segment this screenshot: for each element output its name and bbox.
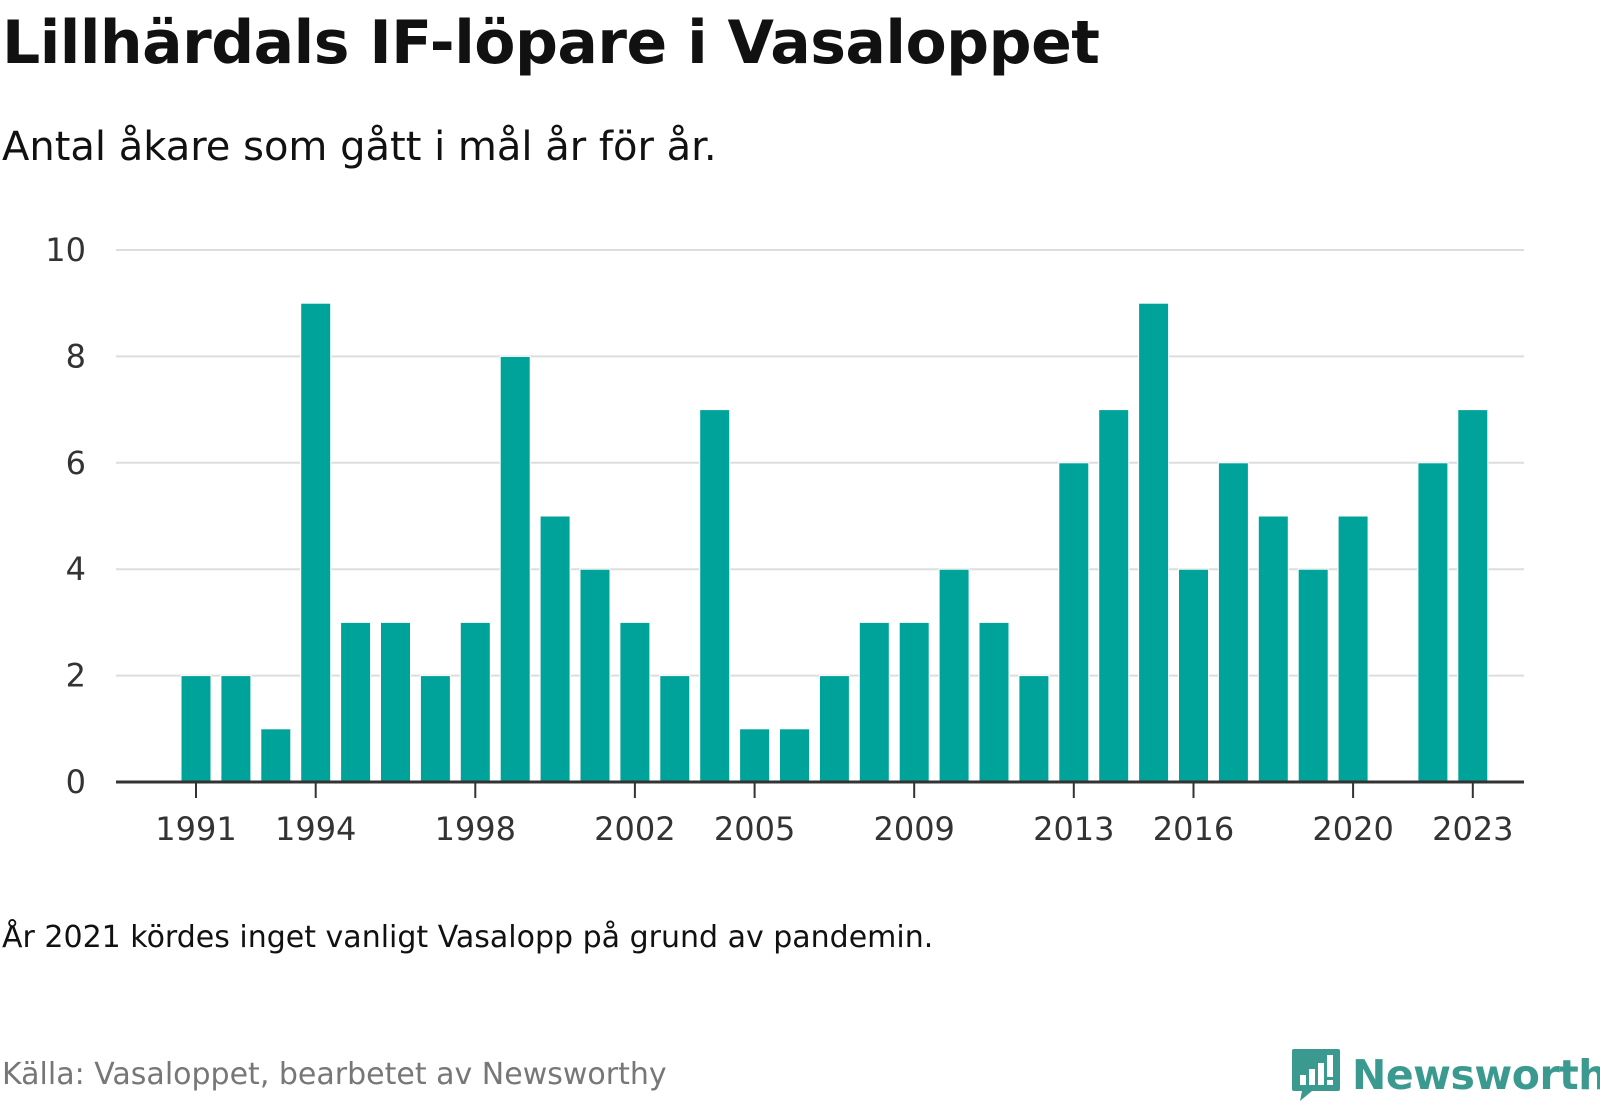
bar-2014 xyxy=(1098,409,1130,783)
bar-2023 xyxy=(1457,409,1489,783)
bar-2017 xyxy=(1217,462,1249,783)
bar-2002 xyxy=(619,621,651,783)
newsworthy-logo: Newsworthy xyxy=(1290,1040,1600,1110)
bar-1993 xyxy=(260,728,292,783)
x-tick-label: 2002 xyxy=(594,810,675,848)
x-tick-label: 2016 xyxy=(1153,810,1234,848)
bar-2000 xyxy=(539,515,571,783)
chart-subtitle: Antal åkare som gått i mål år för år. xyxy=(2,124,717,170)
bar-1996 xyxy=(380,621,411,783)
bar-2019 xyxy=(1297,568,1329,783)
bar-2013 xyxy=(1058,462,1090,783)
y-tick-label: 8 xyxy=(66,337,86,375)
y-tick-label: 6 xyxy=(66,444,86,482)
bar-2007 xyxy=(818,675,850,783)
bar-1998 xyxy=(459,621,491,783)
brand-name: Newsworthy xyxy=(1352,1051,1600,1099)
x-tick-label: 2013 xyxy=(1033,810,1114,848)
bar-2018 xyxy=(1257,515,1289,783)
bar-2009 xyxy=(898,621,930,783)
bar-1992 xyxy=(220,675,252,783)
bar-1997 xyxy=(419,675,451,783)
y-tick-label: 4 xyxy=(66,550,86,588)
x-tick-label: 1991 xyxy=(155,810,236,848)
bar-2004 xyxy=(699,409,731,783)
bar-2012 xyxy=(1018,675,1050,783)
bar-2015 xyxy=(1138,302,1170,783)
bar-2010 xyxy=(938,568,970,783)
bar-1994 xyxy=(300,302,332,783)
chart-title: Lillhärdals IF-löpare i Vasaloppet xyxy=(2,8,1100,78)
bar-chart-speech-bubble-icon xyxy=(1292,1049,1340,1101)
bar-2011 xyxy=(978,621,1010,783)
x-tick-label: 2005 xyxy=(714,810,795,848)
chart-note: År 2021 kördes inget vanligt Vasalopp på… xyxy=(2,920,934,955)
bar-2003 xyxy=(659,675,691,783)
source-text: Källa: Vasaloppet, bearbetet av Newswort… xyxy=(2,1057,667,1092)
bar-2006 xyxy=(779,728,810,783)
x-tick-label: 1994 xyxy=(275,810,356,848)
bar-2001 xyxy=(579,568,611,783)
y-tick-label: 10 xyxy=(45,231,86,269)
y-tick-label: 2 xyxy=(66,657,86,695)
bar-1999 xyxy=(499,355,531,783)
bar-2008 xyxy=(858,621,890,783)
x-tick-label: 2023 xyxy=(1432,810,1513,848)
bar-2022 xyxy=(1417,462,1449,783)
bar-2005 xyxy=(739,728,771,783)
bar-2016 xyxy=(1178,568,1209,783)
y-tick-label: 0 xyxy=(66,763,86,801)
x-tick-label: 2009 xyxy=(873,810,954,848)
bar-1991 xyxy=(180,675,212,783)
bar-2020 xyxy=(1337,515,1369,783)
x-tick-label: 2020 xyxy=(1312,810,1393,848)
bar-chart: 0 2 4 6 8 10 1991 1994 1998 2002 2005 2009 2013 2016 2… xyxy=(45,231,1524,848)
bar-1995 xyxy=(340,621,372,783)
x-tick-label: 1998 xyxy=(435,810,516,848)
